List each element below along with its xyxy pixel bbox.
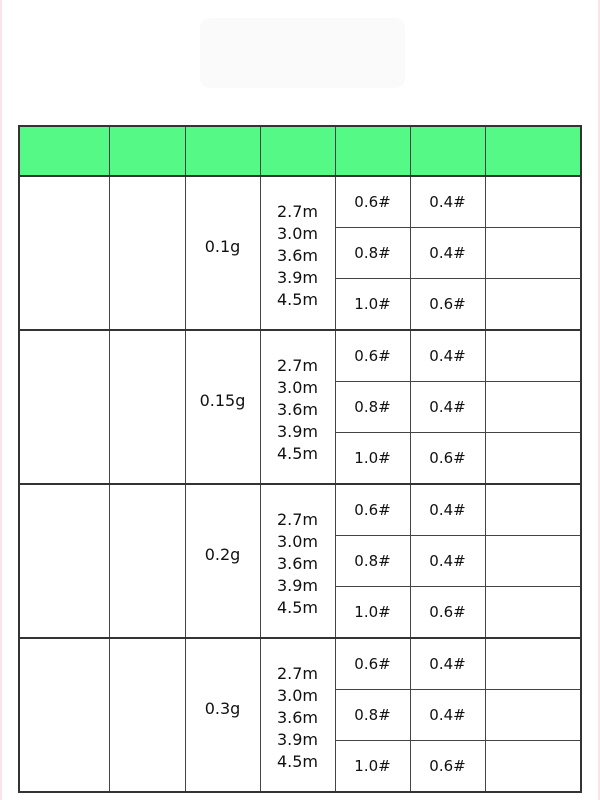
main-line-cell: 0.6#	[334, 483, 411, 536]
sub-line-cell: 0.4#	[409, 535, 486, 587]
header-row	[18, 125, 582, 177]
header-cell	[184, 125, 261, 177]
header-cell	[334, 125, 411, 177]
table-row: 0.8# 0.4#	[19, 227, 582, 279]
blank-cell	[484, 689, 582, 741]
blank-cell	[484, 278, 582, 331]
length-value: 3.9m	[276, 730, 319, 749]
length-value: 4.5m	[276, 290, 319, 309]
sub-line-cell: 0.4#	[409, 227, 486, 279]
length-value: 4.5m	[276, 598, 319, 617]
length-value: 3.9m	[276, 422, 319, 441]
blank-cell	[484, 740, 582, 793]
length-value: 4.5m	[276, 752, 319, 771]
header-cell	[108, 125, 186, 177]
main-line-cell: 1.0#	[334, 278, 411, 331]
sub-line-cell: 0.4#	[409, 637, 486, 690]
main-line-cell: 0.8#	[334, 689, 411, 741]
weight-cell: 0.3g	[184, 637, 261, 793]
spec-table: 0.1g 2.7m 3.0m 3.6m 3.9m 4.5m 0.6# 0.4# 0.8# 0.4#…	[18, 125, 582, 793]
table-row: 0.2g 2.7m 3.0m 3.6m 3.9m 4.5m 0.6# 0.4#	[18, 483, 582, 639]
lengths-cell: 2.7m 3.0m 3.6m 3.9m 4.5m	[259, 175, 336, 331]
lengths-cell: 2.7m 3.0m 3.6m 3.9m 4.5m	[259, 483, 336, 639]
header-cell	[484, 125, 582, 177]
length-value: 3.9m	[276, 268, 319, 287]
blurred-title	[200, 18, 405, 88]
blank-cell	[18, 175, 110, 331]
blank-cell	[18, 329, 110, 485]
length-value: 2.7m	[276, 202, 319, 221]
header-cell	[18, 125, 110, 177]
length-value: 3.0m	[276, 532, 319, 551]
blank-cell	[484, 175, 582, 228]
blank-cell	[18, 637, 110, 793]
sub-line-cell: 0.6#	[409, 278, 486, 331]
table-row: 0.8# 0.4#	[19, 535, 582, 587]
blank-cell	[484, 329, 582, 382]
blank-cell	[108, 329, 186, 485]
table-row: 0.15g 2.7m 3.0m 3.6m 3.9m 4.5m 0.6# 0.4#	[18, 329, 582, 485]
main-line-cell: 0.8#	[334, 535, 411, 587]
header-cell	[409, 125, 486, 177]
length-value: 3.9m	[276, 576, 319, 595]
table-row: 0.1g 2.7m 3.0m 3.6m 3.9m 4.5m 0.6# 0.4#	[18, 175, 582, 331]
main-line-cell: 1.0#	[334, 740, 411, 793]
sub-line-cell: 0.4#	[409, 483, 486, 536]
blank-cell	[484, 535, 582, 587]
blank-cell	[484, 586, 582, 639]
sub-line-cell: 0.6#	[409, 740, 486, 793]
main-line-cell: 0.6#	[334, 329, 411, 382]
blank-cell	[484, 483, 582, 536]
right-edge	[598, 0, 600, 800]
length-value: 3.0m	[276, 378, 319, 397]
length-value: 3.6m	[276, 246, 319, 265]
length-value: 3.0m	[276, 686, 319, 705]
table-row: 1.0# 0.6#	[19, 278, 582, 331]
blank-cell	[484, 227, 582, 279]
sub-line-cell: 0.6#	[409, 432, 486, 485]
sub-line-cell: 0.4#	[409, 329, 486, 382]
main-line-cell: 0.6#	[334, 637, 411, 690]
main-line-cell: 0.6#	[334, 175, 411, 228]
table-row: 0.8# 0.4#	[19, 689, 582, 741]
header-cell	[259, 125, 336, 177]
blank-cell	[18, 483, 110, 639]
blank-cell	[108, 175, 186, 331]
sub-line-cell: 0.4#	[409, 381, 486, 433]
blank-cell	[484, 637, 582, 690]
length-value: 3.6m	[276, 554, 319, 573]
sub-line-cell: 0.4#	[409, 175, 486, 228]
table-row: 0.8# 0.4#	[19, 381, 582, 433]
table-row: 0.3g 2.7m 3.0m 3.6m 3.9m 4.5m 0.6# 0.4#	[18, 637, 582, 793]
blank-cell	[484, 432, 582, 485]
length-value: 2.7m	[276, 510, 319, 529]
table-row: 1.0# 0.6#	[19, 432, 582, 485]
lengths-cell: 2.7m 3.0m 3.6m 3.9m 4.5m	[259, 637, 336, 793]
length-value: 4.5m	[276, 444, 319, 463]
length-value: 3.6m	[276, 708, 319, 727]
table-row: 1.0# 0.6#	[19, 740, 582, 793]
weight-cell: 0.1g	[184, 175, 261, 331]
weight-cell: 0.15g	[184, 329, 261, 485]
lengths-cell: 2.7m 3.0m 3.6m 3.9m 4.5m	[259, 329, 336, 485]
main-line-cell: 1.0#	[334, 432, 411, 485]
sub-line-cell: 0.4#	[409, 689, 486, 741]
main-line-cell: 0.8#	[334, 227, 411, 279]
main-line-cell: 0.8#	[334, 381, 411, 433]
length-value: 3.0m	[276, 224, 319, 243]
weight-cell: 0.2g	[184, 483, 261, 639]
length-value: 2.7m	[276, 664, 319, 683]
main-line-cell: 1.0#	[334, 586, 411, 639]
blank-cell	[108, 483, 186, 639]
blank-cell	[108, 637, 186, 793]
sub-line-cell: 0.6#	[409, 586, 486, 639]
left-edge	[0, 0, 2, 800]
blank-cell	[484, 381, 582, 433]
length-value: 2.7m	[276, 356, 319, 375]
length-value: 3.6m	[276, 400, 319, 419]
